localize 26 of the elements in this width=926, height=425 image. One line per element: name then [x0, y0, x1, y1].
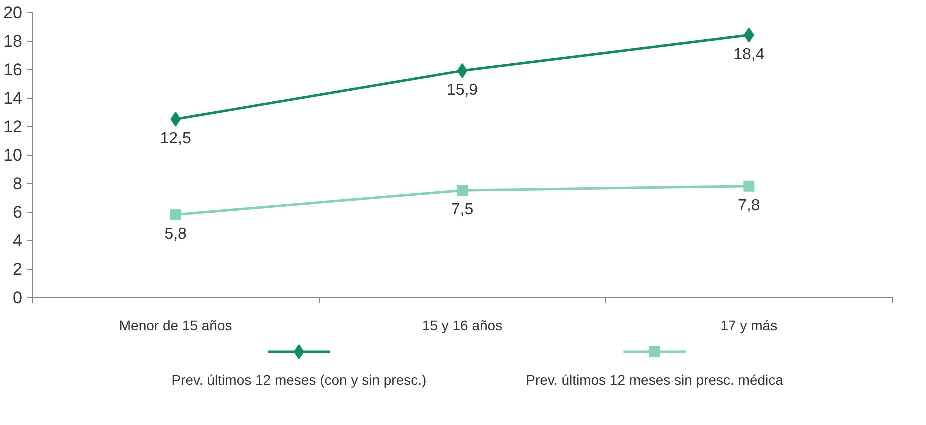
y-tick-label: 12 [4, 118, 23, 136]
y-tick-label: 2 [13, 260, 23, 279]
x-tick-label: 17 y más [720, 318, 778, 334]
point [457, 63, 468, 78]
legend-label: Prev. últimos 12 meses sin presc. médica [526, 372, 784, 388]
y-tick-label: 4 [13, 232, 23, 250]
point [170, 209, 182, 220]
data-label: 5,8 [164, 226, 188, 243]
data-label: 18,4 [734, 46, 765, 64]
y-tick-label: 20 [4, 4, 23, 22]
y-tick-label: 14 [4, 89, 23, 108]
y-tick-label: 18 [4, 32, 23, 51]
point [744, 180, 755, 192]
data-label: 7,5 [451, 202, 474, 219]
y-tick-label: 10 [4, 146, 23, 165]
x-tick-label: Menor de 15 años [119, 318, 232, 334]
y-tick-label: 16 [4, 60, 23, 80]
y-tick-label: 0 [13, 288, 23, 308]
data-label: 12,5 [160, 130, 192, 148]
data-label: 15,9 [446, 82, 478, 99]
y-tick-label: 6 [13, 203, 23, 222]
y-tick-label: 8 [13, 174, 23, 194]
point [457, 185, 468, 196]
legend-label: Prev. últimos 12 meses (con y sin presc.) [172, 372, 427, 388]
data-label: 7,8 [738, 197, 760, 214]
x-tick-label: 15 y 16 años [422, 318, 503, 334]
